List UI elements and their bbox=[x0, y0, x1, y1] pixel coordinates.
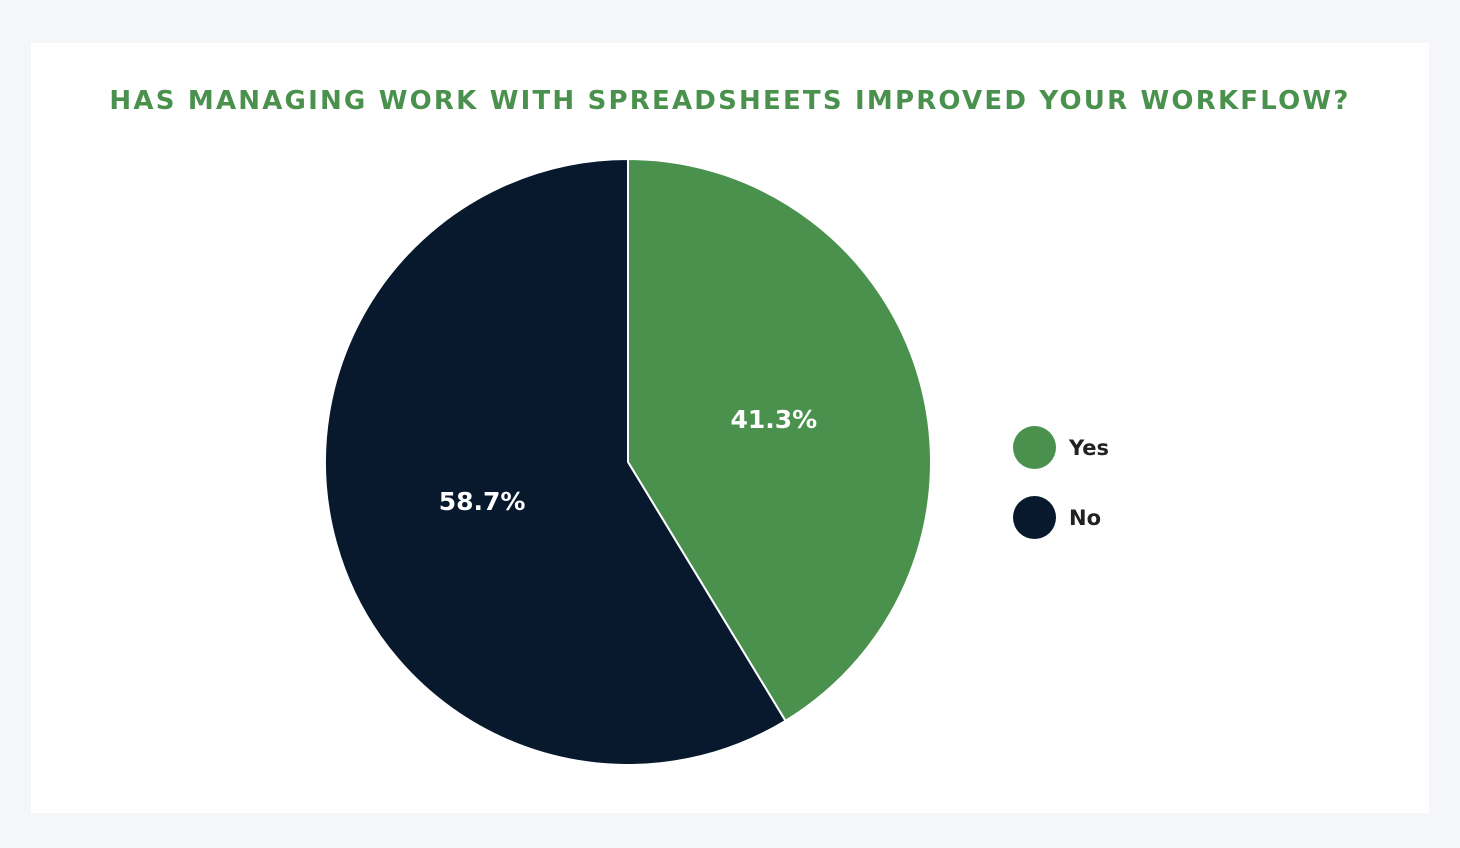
chart-title: HAS MANAGING WORK WITH SPREADSHEETS IMPR… bbox=[109, 86, 1351, 116]
legend-item-yes: Yes bbox=[1013, 426, 1109, 469]
chart-legend: Yes No bbox=[1013, 426, 1109, 566]
pie-slice-no bbox=[324, 157, 787, 766]
pie-slice-yes bbox=[627, 157, 932, 723]
legend-swatch-yes bbox=[1013, 426, 1056, 469]
legend-label-no: No bbox=[1069, 505, 1102, 530]
legend-swatch-no bbox=[1013, 496, 1056, 539]
legend-label-yes: Yes bbox=[1069, 435, 1110, 460]
slice-label-yes: 41.3% bbox=[731, 405, 818, 434]
slice-label-no: 58.7% bbox=[439, 487, 526, 516]
legend-item-no: No bbox=[1013, 496, 1109, 539]
